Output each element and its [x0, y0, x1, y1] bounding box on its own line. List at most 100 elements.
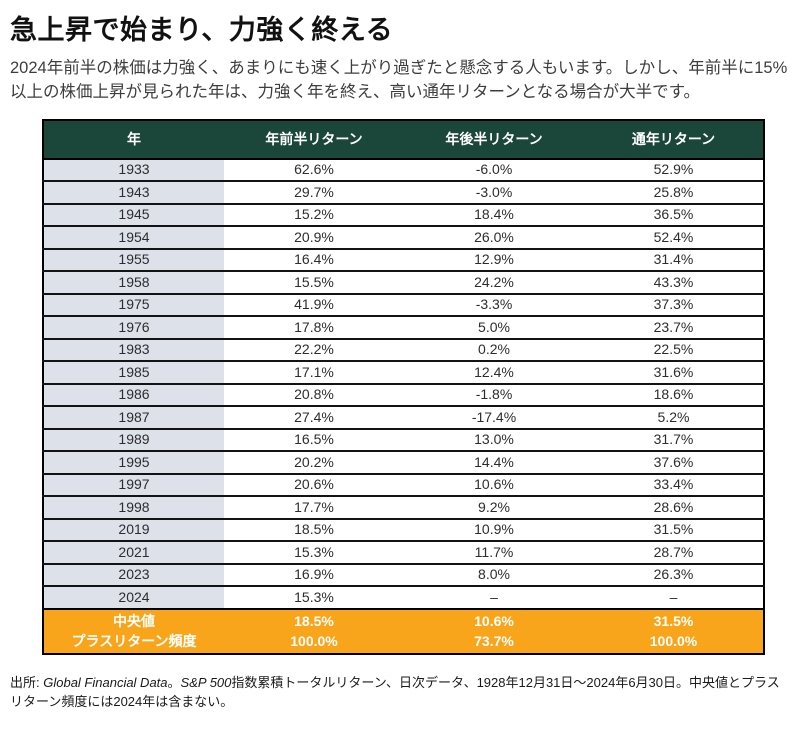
value-cell: 15.3%: [224, 540, 404, 564]
column-header-year: 年: [43, 119, 224, 160]
value-cell: 62.6%: [224, 158, 404, 182]
value-cell: -3.0%: [404, 180, 584, 204]
source-note-segment: 。: [167, 674, 181, 690]
source-note-segment: 指数累積トータルリターン、日次データ、1928年12月31日～2024年6月30…: [10, 674, 780, 710]
value-cell: 16.9%: [224, 562, 404, 587]
value-cell: -17.4%: [404, 405, 584, 429]
value-cell: 41.9%: [224, 292, 404, 317]
value-cell: 12.4%: [404, 360, 584, 384]
table-row: 1985 17.1% 12.4% 31.6%: [43, 360, 764, 384]
year-cell: 2024: [43, 585, 224, 609]
source-note-italic-segment: Global Financial Data: [43, 674, 168, 690]
value-cell: 14.4%: [404, 450, 584, 474]
summary-value: 31.5%: [584, 607, 764, 632]
table-row: 1987 27.4% -17.4% 5.2%: [43, 405, 764, 429]
value-cell: 15.5%: [224, 270, 404, 294]
table-body: 1933 62.6% -6.0% 52.9% 1943 29.7% -3.0% 25.8% 19…: [43, 158, 764, 654]
year-cell: 1985: [43, 360, 224, 384]
summary-value: 100.0%: [224, 631, 404, 654]
value-cell: 17.1%: [224, 360, 404, 384]
source-note-segment: 出所:: [10, 674, 44, 690]
table-row: 1958 15.5% 24.2% 43.3%: [43, 270, 764, 294]
value-cell: 18.5%: [224, 517, 404, 542]
year-cell: 1983: [43, 337, 224, 362]
value-cell: -6.0%: [404, 158, 584, 182]
value-cell: 37.3%: [584, 292, 764, 317]
summary-label: 中央値: [43, 607, 224, 632]
value-cell: 13.0%: [404, 427, 584, 452]
year-cell: 1995: [43, 450, 224, 474]
value-cell: 24.2%: [404, 270, 584, 294]
summary-row: プラスリターン頻度 100.0% 73.7% 100.0%: [43, 631, 764, 654]
year-cell: 1986: [43, 382, 224, 407]
source-note: 出所: Global Financial Data。S&P 500指数累積トータ…: [10, 673, 790, 712]
year-cell: 1998: [43, 495, 224, 519]
value-cell: 20.9%: [224, 225, 404, 249]
value-cell: 18.6%: [584, 382, 764, 407]
table-row: 1943 29.7% -3.0% 25.8%: [43, 180, 764, 204]
value-cell: 31.6%: [584, 360, 764, 384]
value-cell: 15.2%: [224, 202, 404, 227]
table-row: 1954 20.9% 26.0% 52.4%: [43, 225, 764, 249]
year-cell: 1943: [43, 180, 224, 204]
year-cell: 1987: [43, 405, 224, 429]
returns-table: 年 年前半リターン 年後半リターン 通年リターン 1933 62.6% -6.0% 5…: [42, 118, 765, 655]
summary-row: 中央値 18.5% 10.6% 31.5%: [43, 607, 764, 632]
value-cell: 31.7%: [584, 427, 764, 452]
summary-value: 73.7%: [404, 631, 584, 654]
summary-value: 100.0%: [584, 631, 764, 654]
value-cell: 10.9%: [404, 517, 584, 542]
year-cell: 1975: [43, 292, 224, 317]
year-cell: 1954: [43, 225, 224, 249]
year-cell: 1955: [43, 247, 224, 272]
value-cell: 36.5%: [584, 202, 764, 227]
table-row: 2024 15.3% – –: [43, 585, 764, 609]
value-cell: 0.2%: [404, 337, 584, 362]
table-row: 1945 15.2% 18.4% 36.5%: [43, 202, 764, 227]
column-header-first-half-return: 年前半リターン: [224, 119, 404, 160]
value-cell: 28.7%: [584, 540, 764, 564]
year-cell: 1945: [43, 202, 224, 227]
year-cell: 1958: [43, 270, 224, 294]
table-row: 1998 17.7% 9.2% 28.6%: [43, 495, 764, 519]
value-cell: 25.8%: [584, 180, 764, 204]
value-cell: 20.6%: [224, 472, 404, 497]
value-cell: –: [584, 585, 764, 609]
year-cell: 1933: [43, 158, 224, 182]
column-header-full-year-return: 通年リターン: [584, 119, 764, 160]
value-cell: 33.4%: [584, 472, 764, 497]
value-cell: 31.4%: [584, 247, 764, 272]
value-cell: 31.5%: [584, 517, 764, 542]
source-note-italic-segment: S&P 500: [180, 674, 232, 690]
value-cell: 22.5%: [584, 337, 764, 362]
value-cell: 52.9%: [584, 158, 764, 182]
table-row: 1997 20.6% 10.6% 33.4%: [43, 472, 764, 497]
value-cell: 16.4%: [224, 247, 404, 272]
value-cell: 22.2%: [224, 337, 404, 362]
value-cell: –: [404, 585, 584, 609]
year-cell: 1976: [43, 315, 224, 339]
value-cell: 29.7%: [224, 180, 404, 204]
value-cell: -3.3%: [404, 292, 584, 317]
value-cell: 5.0%: [404, 315, 584, 339]
year-cell: 2021: [43, 540, 224, 564]
year-cell: 2023: [43, 562, 224, 587]
value-cell: 17.7%: [224, 495, 404, 519]
value-cell: 10.6%: [404, 472, 584, 497]
intro-paragraph: 2024年前半の株価は力強く、あまりにも速く上がり過ぎたと懸念する人もいます。し…: [10, 59, 788, 101]
table-row: 2021 15.3% 11.7% 28.7%: [43, 540, 764, 564]
value-cell: 52.4%: [584, 225, 764, 249]
value-cell: 17.8%: [224, 315, 404, 339]
header-row: 年 年前半リターン 年後半リターン 通年リターン: [43, 119, 764, 160]
value-cell: 16.5%: [224, 427, 404, 452]
value-cell: 28.6%: [584, 495, 764, 519]
table-row: 1976 17.8% 5.0% 23.7%: [43, 315, 764, 339]
year-cell: 1989: [43, 427, 224, 452]
value-cell: 27.4%: [224, 405, 404, 429]
value-cell: 43.3%: [584, 270, 764, 294]
table-row: 2023 16.9% 8.0% 26.3%: [43, 562, 764, 587]
value-cell: 5.2%: [584, 405, 764, 429]
table-row: 1989 16.5% 13.0% 31.7%: [43, 427, 764, 452]
table-row: 1975 41.9% -3.3% 37.3%: [43, 292, 764, 317]
